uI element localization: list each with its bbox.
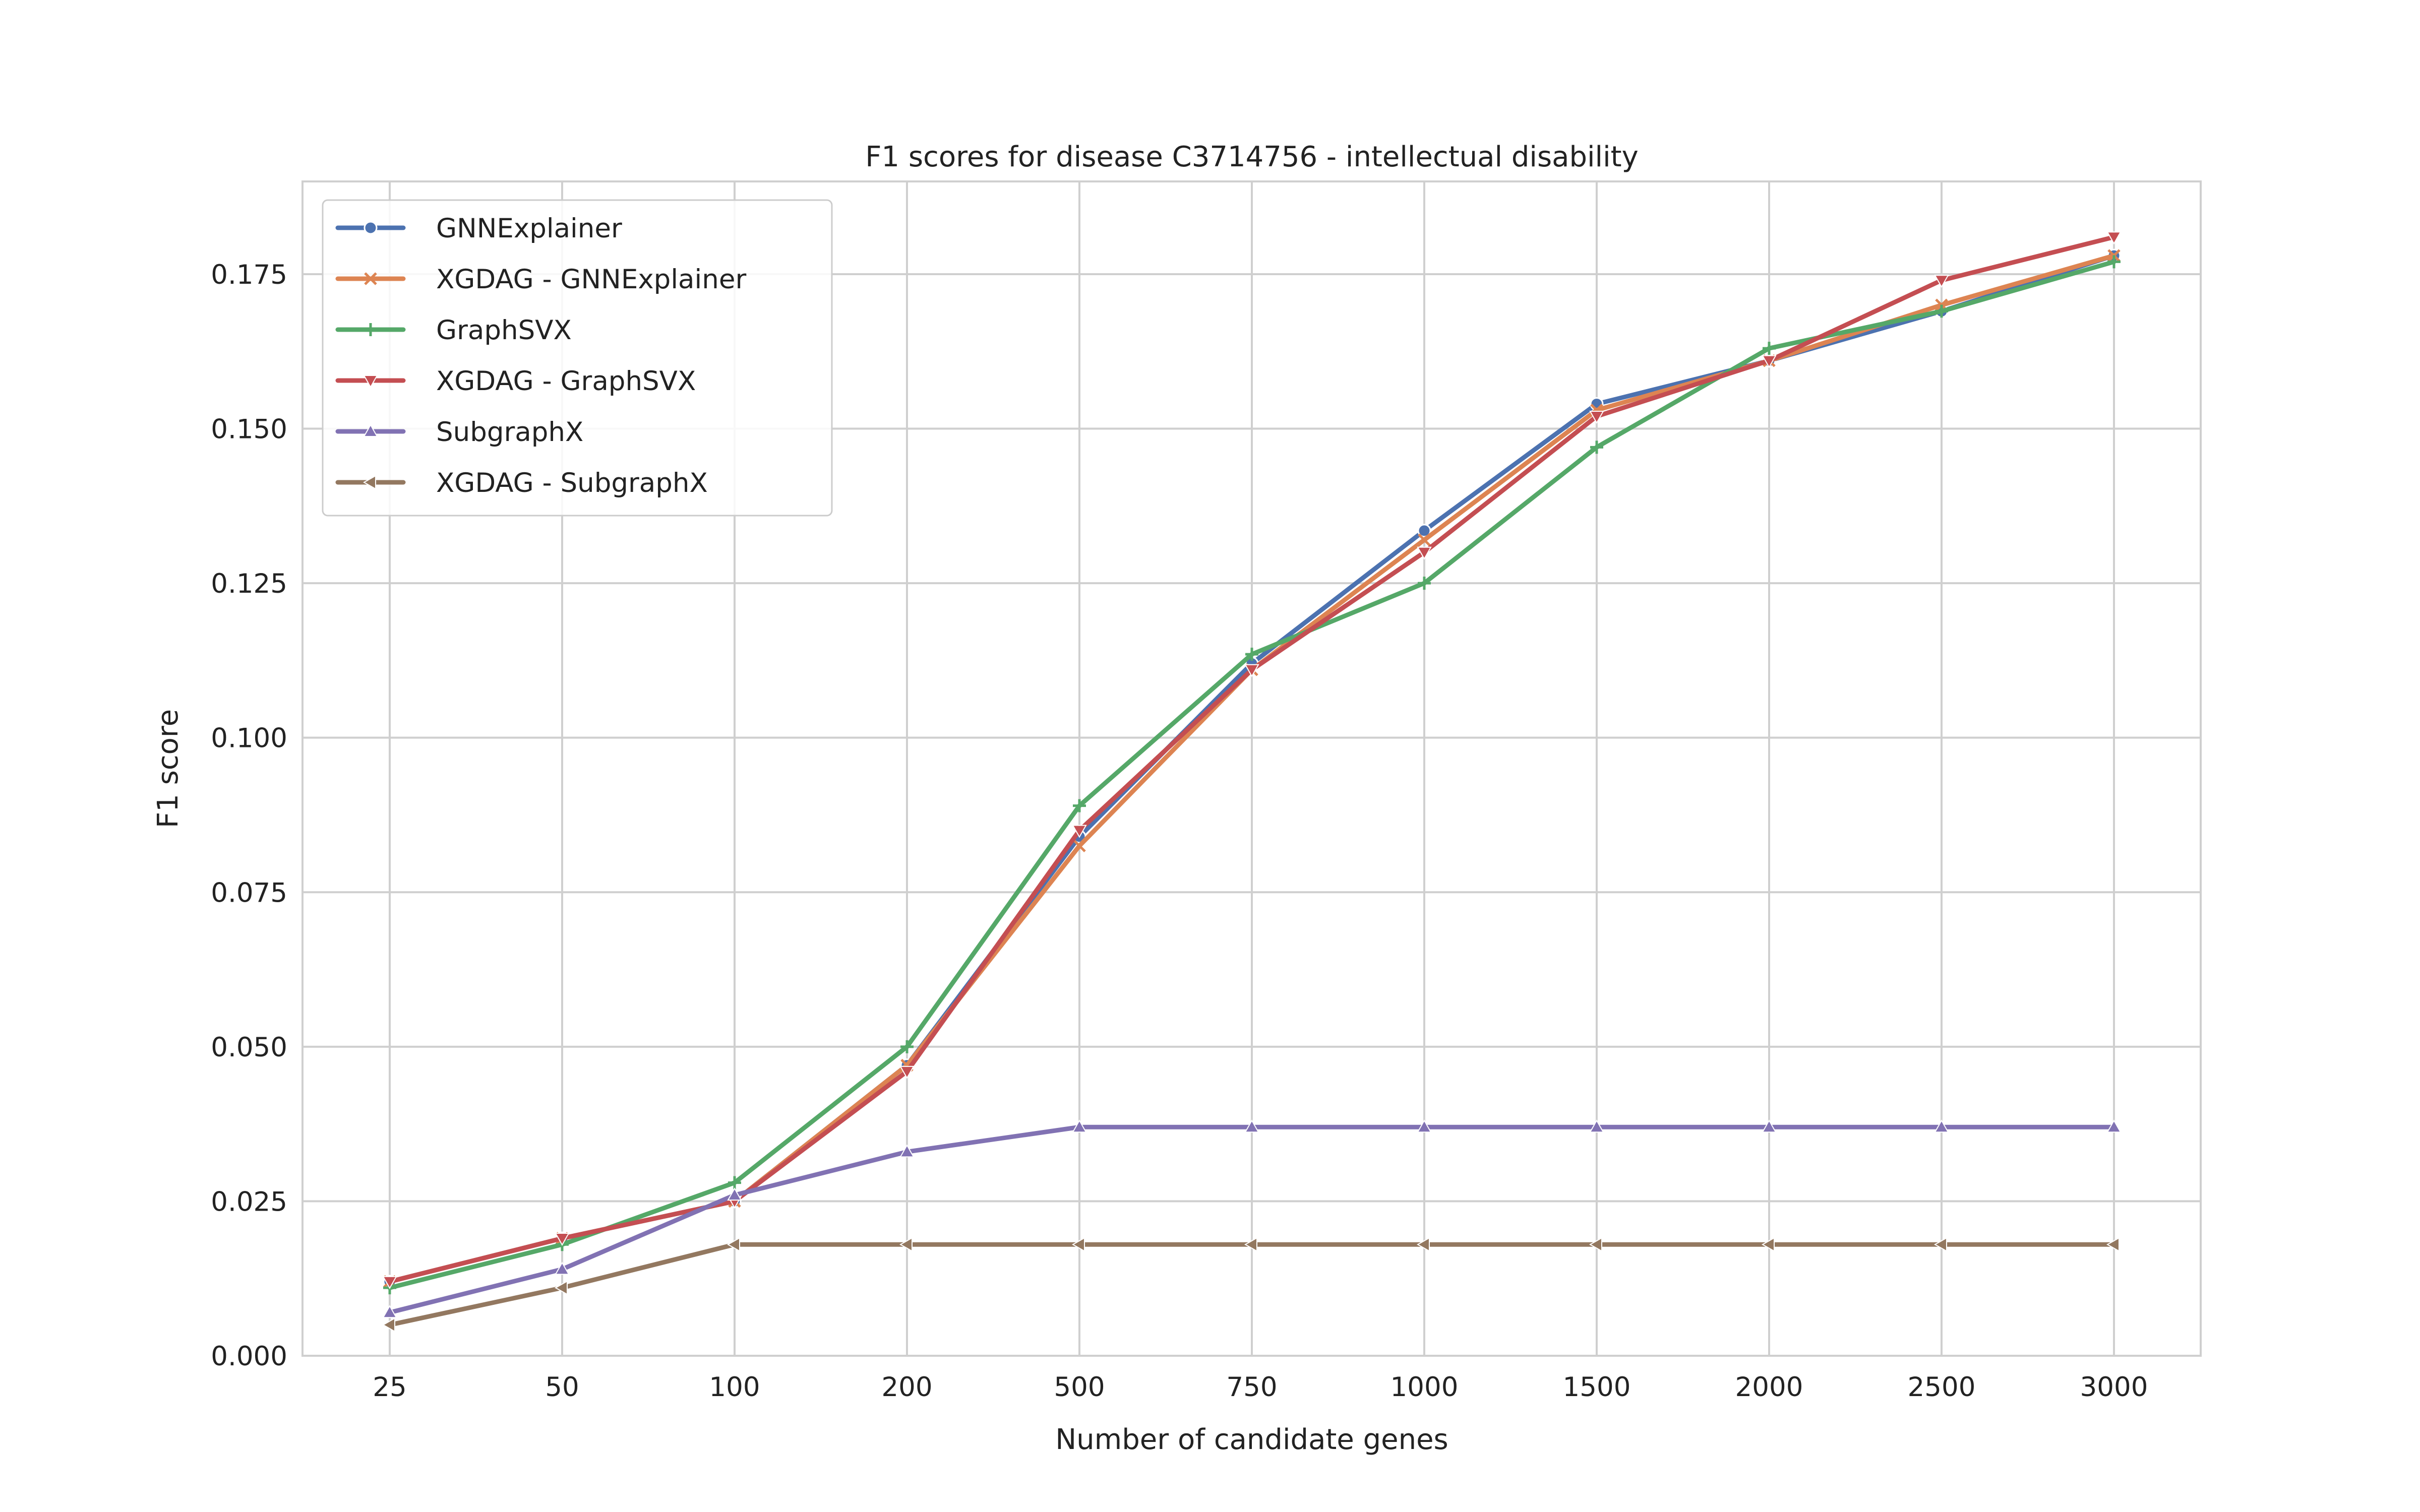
legend-marker <box>362 475 376 490</box>
data-point <box>900 1040 914 1053</box>
series-4 <box>382 1119 2122 1318</box>
legend-marker <box>364 221 378 235</box>
data-point <box>1418 577 1431 590</box>
x-tick-label: 1000 <box>1390 1372 1459 1403</box>
data-point <box>899 1065 915 1079</box>
x-tick-label: 1500 <box>1563 1372 1631 1403</box>
x-tick-label: 50 <box>545 1372 579 1403</box>
data-point <box>1589 1237 1602 1252</box>
data-point <box>1073 839 1086 853</box>
legend-marker <box>364 323 377 336</box>
data-point <box>1073 799 1086 812</box>
data-point <box>1762 1119 1777 1133</box>
data-point <box>1934 275 1949 288</box>
y-tick-label: 0.050 <box>211 1032 287 1063</box>
data-point <box>382 1305 397 1318</box>
data-point <box>1763 342 1776 355</box>
data-point <box>728 1176 741 1189</box>
y-tick-label: 0.000 <box>211 1341 287 1372</box>
data-point <box>1244 1119 1259 1133</box>
data-point <box>1762 355 1777 368</box>
data-point <box>1072 825 1087 838</box>
legend-marker <box>363 423 378 437</box>
y-tick-label: 0.025 <box>211 1186 287 1217</box>
data-point <box>1417 546 1432 560</box>
legend-label: GNNExplainer <box>436 213 622 244</box>
data-point <box>1589 1119 1604 1133</box>
x-tick-label: 750 <box>1226 1372 1277 1403</box>
data-point <box>899 1144 915 1158</box>
legend-label: XGDAG - SubgraphX <box>436 468 708 498</box>
data-point <box>555 1262 570 1275</box>
x-tick-label: 25 <box>373 1372 406 1403</box>
data-point <box>1244 1237 1257 1252</box>
data-point <box>2106 1119 2122 1133</box>
data-point <box>1418 533 1431 547</box>
x-tick-label: 100 <box>709 1372 760 1403</box>
legend-label: XGDAG - GNNExplainer <box>436 264 746 295</box>
data-point <box>1590 440 1603 454</box>
y-tick-label: 0.175 <box>211 260 287 290</box>
x-tick-label: 2500 <box>1908 1372 1976 1403</box>
legend-marker <box>363 375 378 389</box>
y-axis-label: F1 score <box>152 709 185 828</box>
data-point <box>899 1237 913 1252</box>
data-point <box>1417 1119 1432 1133</box>
x-tick-label: 3000 <box>2080 1372 2148 1403</box>
series-3 <box>382 231 2122 1289</box>
y-tick-label: 0.075 <box>211 877 287 908</box>
legend: GNNExplainer XGDAG - GNNExplainer GraphSVX… <box>322 199 833 517</box>
data-point <box>382 1276 397 1289</box>
x-tick-label: 200 <box>881 1372 932 1403</box>
data-point <box>382 1317 395 1333</box>
legend-marker <box>364 272 377 285</box>
data-point <box>727 1237 740 1252</box>
chart-title: F1 scores for disease C3714756 - intelle… <box>865 141 1639 173</box>
data-point <box>1072 1119 1087 1133</box>
legend-label: XGDAG - GraphSVX <box>436 366 696 397</box>
y-tick-label: 0.125 <box>211 569 287 599</box>
data-point <box>1416 1237 1430 1252</box>
data-point <box>1761 1237 1775 1252</box>
x-axis-label: Number of candidate genes <box>1055 1423 1448 1456</box>
data-point <box>555 1233 570 1246</box>
data-point <box>1071 1237 1085 1252</box>
tick-labels: 0.000 0.025 0.050 0.075 0.100 0.125 0.150 0.175… <box>211 260 2148 1403</box>
legend-box <box>322 199 833 517</box>
data-point <box>1245 648 1258 661</box>
legend-label: SubgraphX <box>436 417 583 448</box>
y-tick-label: 0.150 <box>211 414 287 445</box>
x-tick-label: 2000 <box>1735 1372 1803 1403</box>
data-point <box>2107 255 2121 269</box>
data-point <box>1417 524 1431 538</box>
data-point <box>1933 1237 1947 1252</box>
data-point <box>1935 304 1948 318</box>
data-point <box>554 1280 568 1295</box>
data-point <box>727 1187 742 1201</box>
x-tick-label: 500 <box>1054 1372 1105 1403</box>
data-point <box>2106 1237 2120 1252</box>
plot-area-frame <box>301 180 2202 1357</box>
y-tick-label: 0.100 <box>211 723 287 754</box>
series-5 <box>382 1237 2120 1333</box>
data-point <box>1589 411 1604 424</box>
legend-label: GraphSVX <box>436 315 572 346</box>
series-lines <box>382 231 2122 1333</box>
data-point <box>1244 664 1259 677</box>
data-point <box>1934 1119 1949 1133</box>
data-point <box>2106 231 2122 245</box>
